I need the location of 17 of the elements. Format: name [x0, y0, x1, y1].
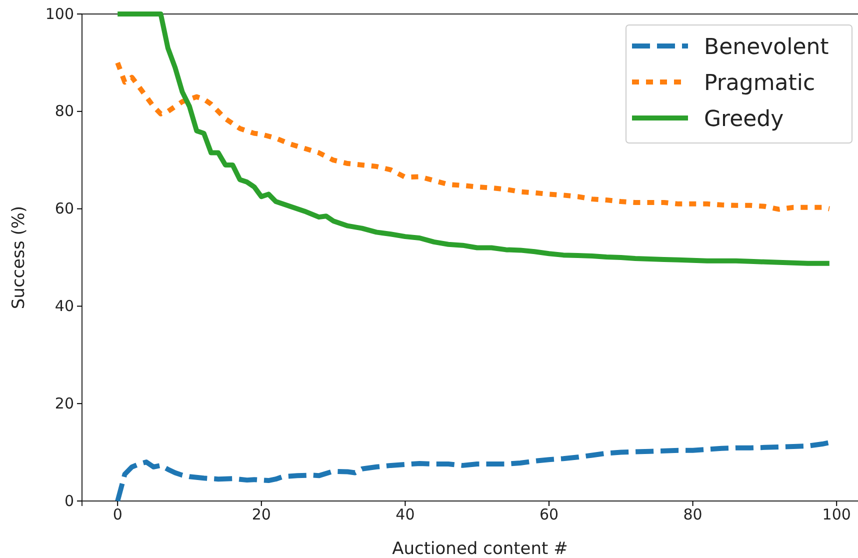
x-tick-label: 0	[112, 506, 122, 524]
legend-label: Pragmatic	[704, 71, 816, 96]
y-axis-title: Success (%)	[9, 206, 29, 310]
y-tick-label: 80	[54, 102, 74, 120]
x-tick-label: 20	[252, 506, 271, 524]
y-tick-label: 0	[64, 492, 74, 510]
legend-label: Greedy	[704, 107, 784, 132]
y-tick-label: 100	[45, 4, 74, 23]
y-tick-label: 40	[54, 297, 74, 315]
x-tick-label: 40	[396, 506, 415, 524]
x-tick-label: 100	[822, 506, 851, 524]
x-tick-label: 60	[539, 506, 559, 524]
y-tick-label: 20	[54, 394, 74, 412]
legend-label: Benevolent	[704, 35, 830, 60]
y-tick-label: 60	[54, 200, 74, 218]
x-axis-title: Auctioned content #	[392, 539, 568, 558]
x-tick-label: 80	[683, 506, 702, 524]
